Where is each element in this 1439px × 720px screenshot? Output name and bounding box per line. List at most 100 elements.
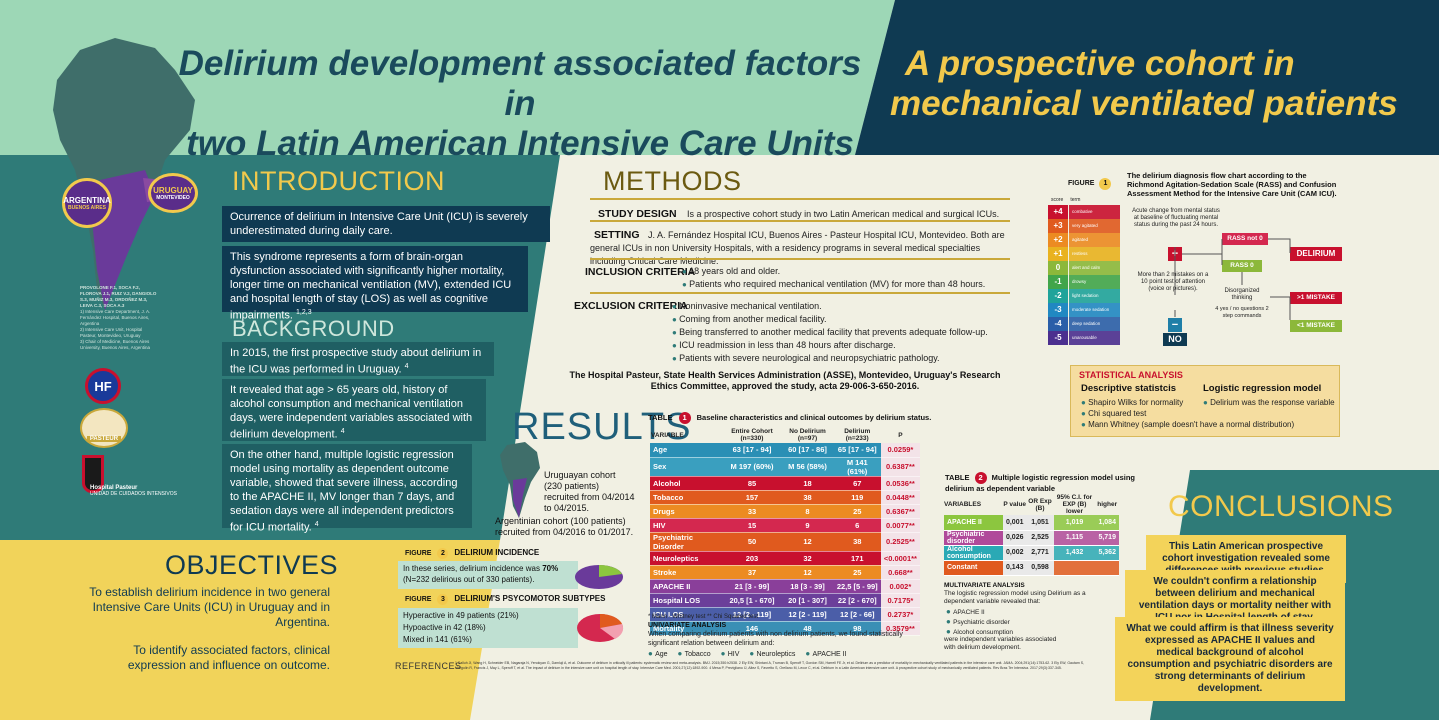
exclusion-item: Patients with severe neurological and ne… xyxy=(672,352,1012,365)
table1-cell: 0.0536** xyxy=(880,476,920,491)
table2-col-header: OR Exp (B) xyxy=(1028,497,1052,512)
figure2-pie xyxy=(575,565,623,589)
rass-row: +2 agitated xyxy=(1048,233,1120,247)
rass-term: agitated xyxy=(1069,233,1120,247)
rass-term: very agitated xyxy=(1069,219,1120,233)
main-title-line2: two Latin American Intensive Care Units xyxy=(186,124,854,163)
sub-title-line2: mechanical ventilated patients xyxy=(890,84,1398,123)
rass-score: +2 xyxy=(1048,233,1068,247)
table1-cell: 12 [2 - 66] xyxy=(833,607,881,622)
stats-box: STATISTICAL ANALYSIS Descriptive statist… xyxy=(1070,365,1340,437)
table1-row: Mortality 146 48 98 0.3579** xyxy=(650,621,920,636)
table1-cell: Neuroleptics xyxy=(650,551,723,566)
rass-term: unarousable xyxy=(1069,331,1120,345)
hf-logo: HF xyxy=(85,368,121,404)
table2-row: Psychiatric disorder 0,026 2,525 1,115 5,719 xyxy=(944,530,1119,546)
table2-cell: 2,525 xyxy=(1026,530,1054,546)
rass-row: 0 alert and calm xyxy=(1048,261,1120,275)
table1-cell: 25 xyxy=(833,504,881,519)
figure2-header: FIGURE 2 DELIRIUM INCIDENCE xyxy=(405,548,539,559)
exclusion-list: Noninvasive mechanical ventilation. Comi… xyxy=(672,300,1012,365)
table1-cell: Tobacco xyxy=(650,490,723,505)
background-p1-ref: 4 xyxy=(404,363,409,370)
table2-header: TABLE 2 Multiple logistic regression mod… xyxy=(945,472,1135,493)
authors: PROVOLONE F.1, SOCA F.2, FLOROVA J.1, RU… xyxy=(80,285,160,351)
mv-item: Psychiatric disorder xyxy=(946,617,1013,627)
table1-cell: M 56 (58%) xyxy=(781,457,834,477)
table1-cell: Mortality xyxy=(650,621,723,636)
uruguay-label: URUGUAY xyxy=(153,185,193,195)
intro-p1-text: Ocurrence of delirium in Intensive Care … xyxy=(230,211,528,237)
icu-unit-icon xyxy=(82,455,104,493)
intro-p1: Ocurrence of delirium in Intensive Care … xyxy=(222,206,550,242)
table1-number: 1 xyxy=(678,412,691,424)
icu-unit-line1: Hospital Pasteur xyxy=(90,485,138,491)
univariate-list: Age Tobacco HIV Neuroleptics APACHE II xyxy=(648,648,938,661)
intro-heading: INTRODUCTION xyxy=(232,166,445,196)
table2-title: Multiple logistic regression model using… xyxy=(945,473,1135,493)
authors-text: PROVOLONE F.1, SOCA F.2, FLOROVA J.1, RU… xyxy=(80,285,157,308)
table2-label: TABLE xyxy=(945,473,970,482)
table2-cell: 0,026 xyxy=(1002,530,1027,546)
table2-cell: 1,084 xyxy=(1095,515,1119,531)
table1-cell: M 141 (61%) xyxy=(833,457,881,477)
rass-score: -3 xyxy=(1048,303,1068,317)
ar-cohort: Argentinian cohort (100 patients) recrui… xyxy=(495,516,634,537)
univariate-item: Age xyxy=(648,648,667,661)
methods-heading: METHODS xyxy=(603,166,742,196)
intro-p2-text: This syndrome represents a form of brain… xyxy=(230,251,512,322)
argentina-label: ARGENTINA xyxy=(63,195,111,205)
table1-cell: 12 [2 - 119] xyxy=(722,607,782,622)
table1-cell: 20,5 [1 - 670] xyxy=(722,593,782,608)
table2-cell: 2,771 xyxy=(1026,545,1054,561)
exclusion-item: ICU readmission in less than 48 hours af… xyxy=(672,339,1012,352)
mv-item: APACHE II xyxy=(946,607,1013,617)
table1-cell: 0.6367** xyxy=(880,504,920,519)
conclusion-3: What we could affirm is that illness sev… xyxy=(1115,617,1345,701)
rass-row: -4 deep sedation xyxy=(1048,317,1120,331)
icu-unit-logo: Hospital Pasteur UNIDAD DE CUIDADOS INTE… xyxy=(82,455,202,497)
mv-heading: MULTIVARIATE ANALYSIS xyxy=(944,582,1025,589)
table1-row: Stroke 37 12 25 0.668** xyxy=(650,565,920,580)
mv-text: The logistic regression model using Deli… xyxy=(944,590,1086,605)
setting-label: SETTING xyxy=(594,229,640,241)
table1-col-header: VARIABLE xyxy=(651,431,684,439)
disorganized-text: Disorganized thinking xyxy=(1224,288,1260,301)
table1-cell: 12 [2 - 119] xyxy=(781,607,834,622)
table1-cell: 32 xyxy=(781,551,834,566)
table1-footnote: * Mann - Whitney test ** Chi Squared tes… xyxy=(648,614,759,620)
rass-term: restless xyxy=(1069,247,1120,261)
table1-row: Tobacco 157 38 119 0.0448** xyxy=(650,490,920,505)
table1-cell: 0.2525** xyxy=(880,532,920,552)
rass-score: +3 xyxy=(1048,219,1068,233)
table1-cell: 85 xyxy=(722,476,782,491)
table2-cell xyxy=(1053,560,1096,576)
table2-cell: Alcohol consumption xyxy=(944,545,1003,561)
figure3-row: Hypoactive in 42 (18%) xyxy=(403,623,486,632)
table1-cell: HIV xyxy=(650,518,723,533)
table1-cell: 146 xyxy=(722,621,782,636)
pasteur-logo-text: PASTEUR xyxy=(86,436,122,442)
table2-col-header: VARIABLES xyxy=(944,501,982,508)
flow-step2: More than 2 mistakes on a 10 point test … xyxy=(1137,272,1209,292)
table2-cell: 0,002 xyxy=(1002,545,1027,561)
table2-cell: 0,001 xyxy=(1002,515,1027,531)
table1-cell: 8 xyxy=(781,504,834,519)
rass-row: +1 restless xyxy=(1048,247,1120,261)
rass-score: -2 xyxy=(1048,289,1068,303)
methods-divider-4 xyxy=(590,292,1010,294)
rass-score: 0 xyxy=(1048,261,1068,275)
table1-cell: 119 xyxy=(833,490,881,505)
objective-1: To establish delirium incidence in two g… xyxy=(89,585,330,629)
figure3-title: DELIRIUM'S PSYCOMOTOR SUBTYPES xyxy=(454,594,606,603)
stats-heading: STATISTICAL ANALYSIS xyxy=(1079,370,1183,380)
table2-cell: 5,362 xyxy=(1095,545,1119,561)
table1-cell: 0.2737* xyxy=(880,607,920,622)
table1-row: APACHE II 21 [3 - 99] 18 [3 - 39] 22,5 [5 -… xyxy=(650,579,920,594)
figure1-label-text: FIGURE xyxy=(1068,180,1095,187)
table2-cell: 0,143 xyxy=(1002,560,1027,576)
table2-col-header: P value xyxy=(1003,501,1027,508)
table1-cell: Hospital LOS xyxy=(650,593,723,608)
table1-cell: Sex xyxy=(650,457,723,477)
table1-cell: 20 [1 - 307] xyxy=(781,593,834,608)
